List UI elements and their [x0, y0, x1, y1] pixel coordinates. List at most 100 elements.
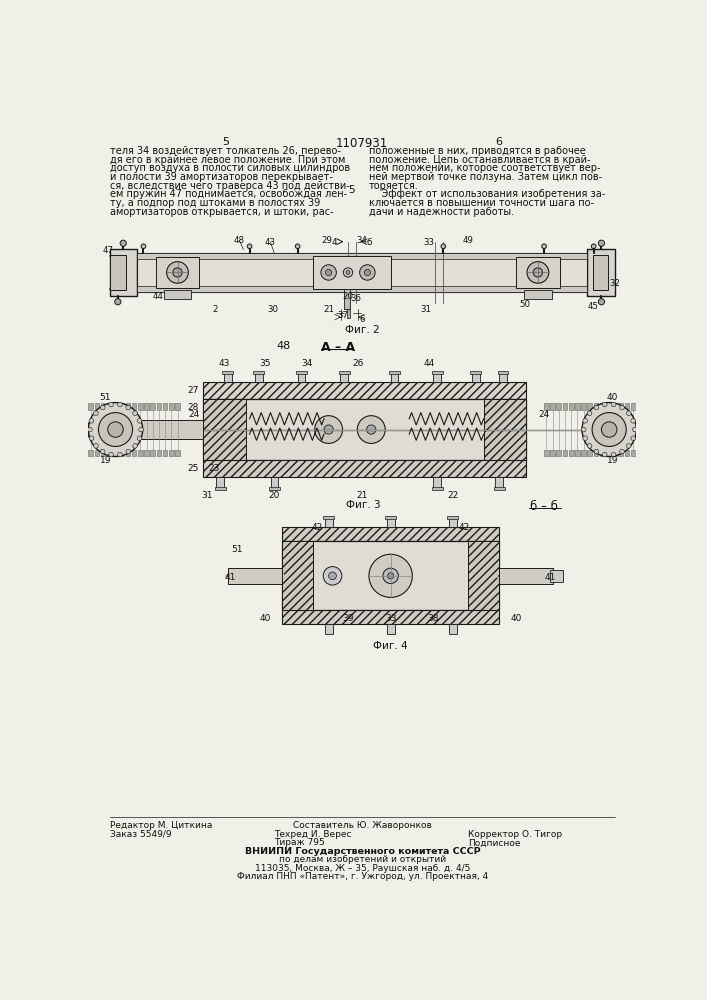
Text: 50: 50 [519, 300, 530, 309]
Bar [472, 373, 480, 382]
Circle shape [324, 425, 333, 434]
Text: Филиал ПНП «Патент», г. Ужгород, ул. Проектная, 4: Филиал ПНП «Патент», г. Ужгород, ул. Про… [237, 872, 489, 881]
Bar [203, 399, 526, 460]
Bar [175, 403, 180, 410]
Text: б – б: б – б [530, 500, 558, 513]
Bar [107, 450, 112, 456]
Bar [132, 450, 136, 456]
Circle shape [357, 416, 385, 443]
Bar [298, 373, 305, 382]
Bar [387, 517, 395, 527]
Circle shape [582, 403, 636, 456]
Circle shape [364, 269, 370, 276]
Text: Техред И. Верес: Техред И. Верес [274, 830, 352, 839]
Bar [224, 373, 232, 382]
Bar [448, 516, 458, 519]
Bar [282, 541, 499, 610]
Circle shape [120, 240, 127, 246]
Text: 19: 19 [607, 456, 618, 465]
Bar [600, 403, 604, 410]
Circle shape [133, 411, 137, 416]
Circle shape [117, 452, 122, 457]
Circle shape [126, 449, 131, 454]
Circle shape [583, 419, 588, 423]
Text: б: б [367, 238, 372, 247]
Bar [550, 403, 555, 410]
Text: Эффект от использования изобретения за-: Эффект от использования изобретения за- [369, 189, 605, 199]
Circle shape [137, 436, 142, 441]
Text: 34: 34 [356, 236, 368, 245]
Text: 27: 27 [188, 386, 199, 395]
Bar [119, 403, 124, 410]
Text: 23: 23 [209, 464, 220, 473]
Bar [498, 371, 508, 374]
Text: положение. Цепь останавливается в край-: положение. Цепь останавливается в край- [369, 155, 590, 165]
Bar [544, 403, 549, 410]
Circle shape [247, 244, 252, 249]
Bar [156, 450, 161, 456]
Text: 47: 47 [103, 246, 113, 255]
Bar [556, 403, 561, 410]
Text: 31: 31 [201, 491, 213, 500]
Bar [255, 373, 263, 382]
Circle shape [344, 268, 353, 277]
Text: Заказ 5549/9: Заказ 5549/9 [110, 830, 172, 839]
Circle shape [315, 416, 343, 443]
Circle shape [117, 402, 122, 407]
Text: 20: 20 [269, 491, 280, 500]
Circle shape [583, 436, 588, 441]
Bar [163, 290, 192, 299]
Bar [126, 403, 130, 410]
Circle shape [369, 554, 412, 597]
Bar [156, 257, 199, 288]
Bar [631, 403, 636, 410]
Circle shape [594, 405, 599, 410]
Circle shape [141, 244, 146, 249]
Bar [88, 403, 93, 410]
Text: 33: 33 [424, 238, 435, 247]
Text: 24: 24 [188, 410, 199, 419]
Bar [563, 403, 567, 410]
Bar [387, 624, 395, 634]
Text: 2: 2 [212, 305, 218, 314]
Bar [163, 403, 168, 410]
Bar [95, 403, 99, 410]
Text: 20: 20 [342, 292, 354, 301]
Bar [625, 450, 629, 456]
Bar [269, 487, 280, 490]
Bar [151, 403, 155, 410]
Bar [594, 403, 598, 410]
Circle shape [588, 411, 592, 416]
Text: ся, вследствие чего траверса 43 под действи-: ся, вследствие чего траверса 43 под дейс… [110, 181, 350, 191]
Bar [175, 450, 180, 456]
Bar [113, 403, 118, 410]
Bar [325, 517, 332, 527]
Text: 26: 26 [352, 359, 364, 368]
Text: 40: 40 [510, 614, 522, 623]
Bar [144, 403, 149, 410]
Text: 28: 28 [188, 403, 199, 412]
Bar [588, 249, 614, 296]
Bar [101, 403, 105, 410]
Bar [107, 403, 112, 410]
Bar [216, 477, 224, 488]
Bar [391, 373, 398, 382]
Bar [588, 450, 592, 456]
Bar [323, 516, 334, 519]
Circle shape [93, 411, 98, 416]
Circle shape [383, 568, 398, 584]
Text: ней мертвой точке ползуна. Затем цикл пов-: ней мертвой точке ползуна. Затем цикл по… [369, 172, 602, 182]
Text: 29: 29 [322, 236, 332, 245]
Circle shape [631, 436, 636, 441]
Text: 33: 33 [385, 614, 397, 623]
Bar [468, 541, 499, 610]
Bar [484, 399, 526, 460]
Bar [550, 450, 555, 456]
Text: 39: 39 [342, 614, 354, 623]
Text: и полости 39 амортизаторов перекрывает-: и полости 39 амортизаторов перекрывает- [110, 172, 333, 182]
Circle shape [323, 567, 341, 585]
Text: 31: 31 [420, 305, 431, 314]
Text: 48: 48 [234, 236, 245, 245]
Circle shape [612, 452, 616, 457]
Bar [499, 568, 554, 584]
